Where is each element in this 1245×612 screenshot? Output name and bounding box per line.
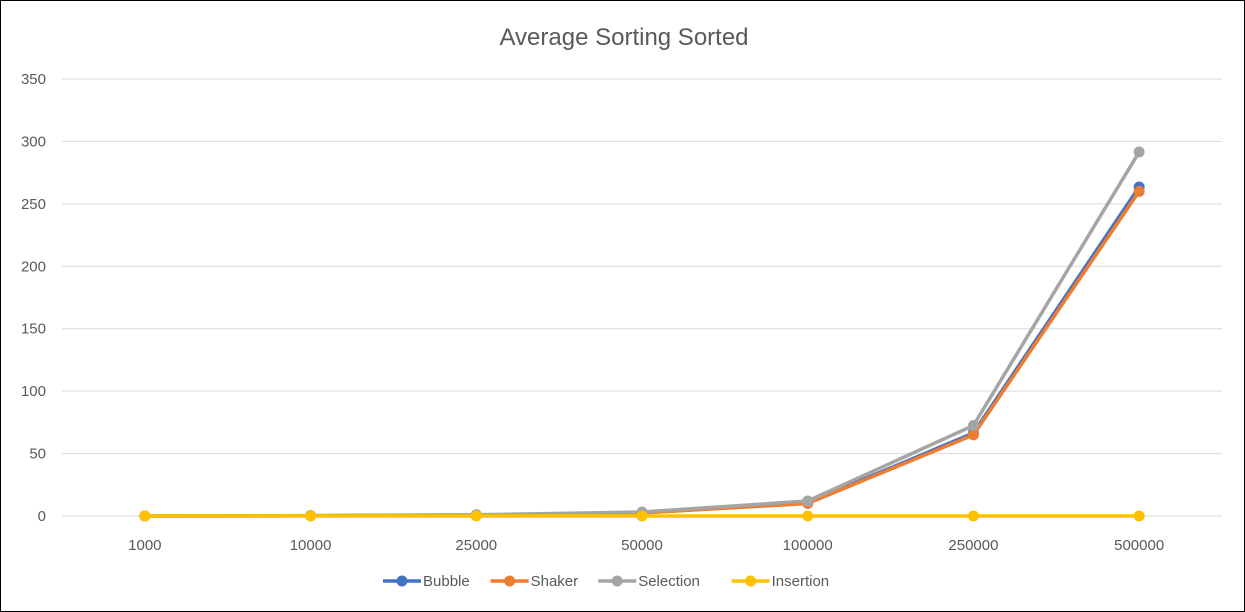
- legend-label: Shaker: [531, 573, 579, 590]
- y-tick-label: 150: [21, 321, 46, 338]
- data-point-insertion: [139, 510, 151, 522]
- data-point-insertion: [305, 510, 317, 522]
- series-line-shaker: [143, 189, 1141, 518]
- legend-label: Selection: [638, 573, 700, 590]
- x-axis-ticks: 1000 10000 25000 50000 100000 250000 500000: [128, 537, 1164, 554]
- data-point-shaker: [1133, 185, 1145, 197]
- y-axis-ticks: 0 50 100 150 200 250 300 350: [21, 71, 46, 525]
- data-point-selection: [802, 495, 814, 507]
- data-point-shaker: [967, 429, 979, 441]
- x-tick-label: 25000: [455, 537, 497, 554]
- y-tick-label: 350: [21, 71, 46, 88]
- y-tick-label: 0: [38, 508, 46, 525]
- y-tick-label: 200: [21, 258, 46, 275]
- legend-swatch-marker: [396, 575, 408, 587]
- x-tick-label: 500000: [1114, 537, 1164, 554]
- legend-item-bubble: Bubble: [383, 573, 470, 590]
- series-lines: [139, 146, 1145, 522]
- x-tick-label: 1000: [128, 537, 161, 554]
- legend-item-shaker: Shaker: [490, 573, 579, 590]
- series-line-selection: [143, 150, 1141, 518]
- y-tick-label: 300: [21, 133, 46, 150]
- x-tick-label: 250000: [948, 537, 998, 554]
- legend-item-selection: Selection: [598, 573, 700, 590]
- y-tick-label: 250: [21, 196, 46, 213]
- data-point-insertion: [967, 510, 979, 522]
- series-bubble: [139, 181, 1145, 522]
- data-point-insertion: [636, 510, 648, 522]
- data-point-selection: [967, 419, 979, 431]
- series-selection: [139, 146, 1145, 522]
- x-tick-label: 10000: [290, 537, 332, 554]
- series-insertion: [139, 510, 1145, 522]
- legend-label: Insertion: [772, 573, 830, 590]
- gridlines: [62, 78, 1222, 517]
- series-line-bubble: [143, 185, 1141, 518]
- x-tick-label: 50000: [621, 537, 663, 554]
- legend: Bubble Shaker Selection Insertion: [383, 573, 829, 590]
- legend-swatch-marker: [504, 575, 516, 587]
- y-tick-label: 100: [21, 383, 46, 400]
- y-tick-label: 50: [29, 446, 46, 463]
- legend-label: Bubble: [423, 573, 470, 590]
- x-tick-label: 100000: [783, 537, 833, 554]
- data-point-insertion: [1133, 510, 1145, 522]
- legend-item-insertion: Insertion: [731, 573, 830, 590]
- data-point-insertion: [802, 510, 814, 522]
- legend-swatch-marker: [745, 575, 757, 587]
- data-point-selection: [1133, 146, 1145, 158]
- chart-title: Average Sorting Sorted: [499, 24, 748, 51]
- data-point-insertion: [470, 510, 482, 522]
- series-shaker: [139, 185, 1145, 522]
- legend-swatch-marker: [611, 575, 623, 587]
